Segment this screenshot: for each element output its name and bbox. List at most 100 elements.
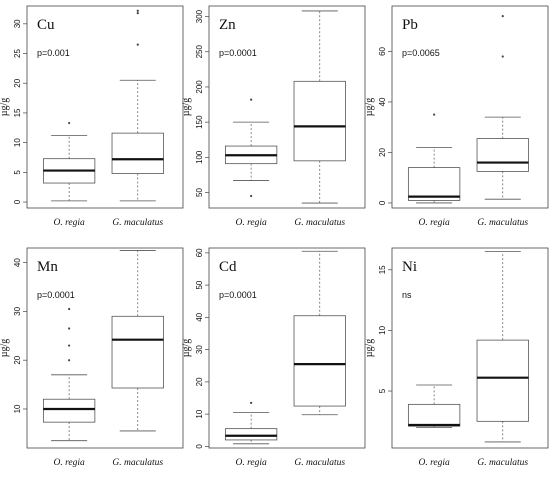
y-axis-label: µg/g <box>181 339 192 358</box>
y-tick-label: 250 <box>195 45 204 59</box>
y-tick-label: 5 <box>13 170 22 175</box>
y-tick-label: 20 <box>195 377 204 386</box>
y-tick-label: 10 <box>13 138 22 147</box>
y-tick-label: 0 <box>195 444 204 449</box>
p-value-annotation: p=0.001 <box>37 48 70 58</box>
panel-title: Mn <box>37 259 58 275</box>
category-label: O. regia <box>53 458 85 468</box>
y-tick-label: 200 <box>195 80 204 94</box>
y-tick-label: 10 <box>195 409 204 418</box>
y-tick-label: 0 <box>13 199 22 204</box>
box-g-maculatus <box>476 251 529 443</box>
panel-frame <box>391 5 549 209</box>
outlier-point <box>136 9 139 12</box>
p-value-annotation: p=0.0001 <box>219 290 257 300</box>
box-g-maculatus <box>476 15 529 200</box>
category-label: G. maculatus <box>294 218 345 228</box>
outlier-point <box>136 12 139 15</box>
box-o-regia <box>42 121 96 202</box>
outlier-point <box>501 15 504 18</box>
box-g-maculatus <box>293 250 346 416</box>
category-label: O. regia <box>418 218 450 228</box>
panel-title: Ni <box>402 259 417 275</box>
y-tick-label: 10 <box>378 325 387 334</box>
outlier-point <box>250 194 253 198</box>
panel-ni: Ni ns 5 10 15 µg/g O. regia G. maculatus <box>364 247 549 468</box>
panel-title: Cd <box>219 259 237 275</box>
iqr-box <box>476 339 529 422</box>
iqr-box <box>42 398 96 423</box>
p-value-annotation: p=0.0001 <box>219 48 257 58</box>
panel-cd: Cd p=0.0001 0 10 20 30 40 50 60 µg/g O. regia G. ma… <box>181 247 366 468</box>
y-axis-label: µg/g <box>0 339 10 358</box>
box-g-maculatus <box>111 9 164 202</box>
y-tick-label: 30 <box>13 19 22 28</box>
p-value-annotation: p=0.0001 <box>37 290 75 300</box>
panel-frame <box>208 5 366 209</box>
box-g-maculatus <box>111 250 164 432</box>
panel-frame <box>208 247 366 449</box>
panel-title: Zn <box>219 17 236 33</box>
iqr-box <box>293 315 346 407</box>
y-tick-label: 100 <box>195 150 204 164</box>
box-o-regia <box>407 384 461 428</box>
y-tick-label: 60 <box>195 248 204 257</box>
outlier-point <box>68 121 71 125</box>
category-label: O. regia <box>235 458 267 468</box>
box-g-maculatus <box>293 10 346 204</box>
box-o-regia <box>407 113 461 204</box>
outlier-point <box>250 401 253 404</box>
category-label: O. regia <box>418 458 450 468</box>
iqr-box <box>407 167 461 201</box>
y-axis-label: µg/g <box>0 98 10 117</box>
panel-title: Pb <box>402 17 418 33</box>
y-tick-label: 60 <box>378 46 387 55</box>
y-tick-label: 10 <box>13 404 22 413</box>
category-label: G. maculatus <box>112 458 163 468</box>
y-tick-label: 50 <box>195 188 204 197</box>
panel-cu: Cu p=0.001 0 5 10 15 20 25 30 µg/g O. regia G. macu… <box>0 5 184 228</box>
panel-title: Cu <box>37 17 55 33</box>
y-tick-label: 0 <box>378 200 387 205</box>
y-tick-label: 150 <box>195 115 204 129</box>
y-tick-label: 30 <box>13 306 22 315</box>
iqr-box <box>293 80 346 162</box>
iqr-box <box>111 132 164 174</box>
outlier-point <box>68 327 71 330</box>
p-value-annotation: p=0.0065 <box>402 48 440 58</box>
outlier-point <box>68 307 71 311</box>
y-tick-label: 25 <box>13 49 22 58</box>
y-tick-label: 40 <box>13 258 22 267</box>
p-value-annotation: ns <box>402 290 412 300</box>
outlier-point <box>501 55 504 58</box>
y-axis-label: µg/g <box>364 98 375 117</box>
y-tick-label: 20 <box>13 78 22 87</box>
iqr-box <box>476 138 529 172</box>
y-tick-label: 5 <box>378 388 387 393</box>
y-tick-label: 20 <box>13 355 22 364</box>
panel-pb: Pb p=0.0065 0 20 40 60 µg/g O. regia G. maculatu… <box>364 5 549 228</box>
outlier-point <box>68 359 71 362</box>
y-axis-label: µg/g <box>181 98 192 117</box>
y-tick-label: 15 <box>13 108 22 117</box>
category-label: O. regia <box>53 218 85 228</box>
iqr-box <box>407 403 461 427</box>
y-tick-label: 50 <box>195 280 204 289</box>
box-o-regia <box>224 98 278 198</box>
panel-mn: Mn p=0.0001 10 20 30 40 µg/g O. regia G. maculat… <box>0 247 184 468</box>
box-o-regia <box>42 307 96 442</box>
y-tick-label: 300 <box>195 9 204 23</box>
category-label: G. maculatus <box>294 458 345 468</box>
y-tick-label: 20 <box>378 147 387 156</box>
y-tick-label: 40 <box>378 97 387 106</box>
y-tick-label: 40 <box>195 312 204 321</box>
outlier-point <box>68 344 71 347</box>
box-o-regia <box>224 401 278 445</box>
panel-zn: Zn p=0.0001 50 100 150 200 250 300 µg/g O. regia G… <box>181 5 366 228</box>
outlier-point <box>433 113 436 116</box>
category-label: G. maculatus <box>477 458 528 468</box>
category-label: G. maculatus <box>477 218 528 228</box>
iqr-box <box>111 315 164 389</box>
